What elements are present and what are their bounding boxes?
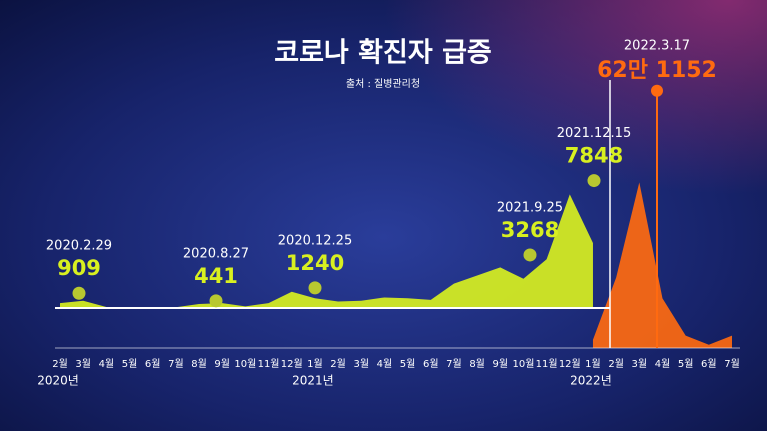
x-tick-label: 3월: [75, 358, 91, 370]
x-tick-label: 7월: [168, 358, 184, 370]
x-tick-label: 5월: [122, 358, 138, 370]
x-tick-label: 2월: [330, 358, 346, 370]
annotation-date: 2022.3.17: [624, 39, 690, 54]
annotation-date: 2020.8.27: [183, 246, 249, 261]
x-tick-label: 11월: [258, 358, 280, 370]
x-tick-label: 5월: [400, 358, 416, 370]
x-tick-label: 11월: [536, 358, 558, 370]
x-tick-label: 10월: [512, 358, 534, 370]
year-label: 2022년: [570, 374, 612, 388]
x-tick-label: 1월: [585, 358, 601, 370]
annotation-value: 441: [194, 264, 238, 288]
peak-marker: [523, 248, 537, 262]
x-tick-label: 12월: [559, 358, 581, 370]
x-tick-label: 1월: [307, 358, 323, 370]
annotation-value: 909: [57, 256, 101, 280]
chart-title: 코로나 확진자 급증: [274, 38, 492, 69]
x-tick-label: 6월: [701, 358, 717, 370]
year-label: 2021년: [292, 374, 334, 388]
annotation-date: 2020.12.25: [278, 233, 352, 248]
x-tick-label: 7월: [724, 358, 740, 370]
x-tick-label: 10월: [234, 358, 256, 370]
peak-marker: [587, 174, 601, 188]
peak-marker: [308, 281, 322, 295]
x-tick-label: 12월: [281, 358, 303, 370]
x-tick-label: 4월: [655, 358, 671, 370]
annotation-date: 2020.2.29: [46, 239, 112, 254]
x-tick-label: 2월: [608, 358, 624, 370]
peak-marker: [209, 294, 223, 308]
x-tick-label: 9월: [492, 358, 508, 370]
annotation-value: 62만 1152: [597, 58, 717, 83]
x-tick-label: 8월: [469, 358, 485, 370]
annotation-date: 2021.9.25: [497, 200, 563, 215]
case-area: [60, 194, 593, 308]
x-tick-label: 4월: [99, 358, 115, 370]
x-tick-label: 2월: [52, 358, 68, 370]
x-tick-label: 7월: [446, 358, 462, 370]
x-tick-label: 8월: [191, 358, 207, 370]
x-tick-label: 5월: [678, 358, 694, 370]
x-tick-label: 6월: [423, 358, 439, 370]
peak-marker: [651, 84, 663, 97]
year-label: 2020년: [37, 374, 79, 388]
x-tick-label: 9월: [214, 358, 230, 370]
peak-marker: [72, 286, 86, 300]
annotation-value: 3268: [501, 218, 559, 242]
x-tick-label: 3월: [353, 358, 369, 370]
annotation-date: 2021.12.15: [557, 126, 631, 141]
chart-subtitle: 출처 : 질병관리청: [346, 78, 420, 90]
annotation-value: 1240: [286, 251, 344, 275]
x-tick-label: 6월: [145, 358, 161, 370]
case-area: [592, 182, 732, 348]
x-tick-label: 4월: [377, 358, 393, 370]
annotation-value: 7848: [565, 144, 623, 168]
x-tick-label: 3월: [632, 358, 648, 370]
